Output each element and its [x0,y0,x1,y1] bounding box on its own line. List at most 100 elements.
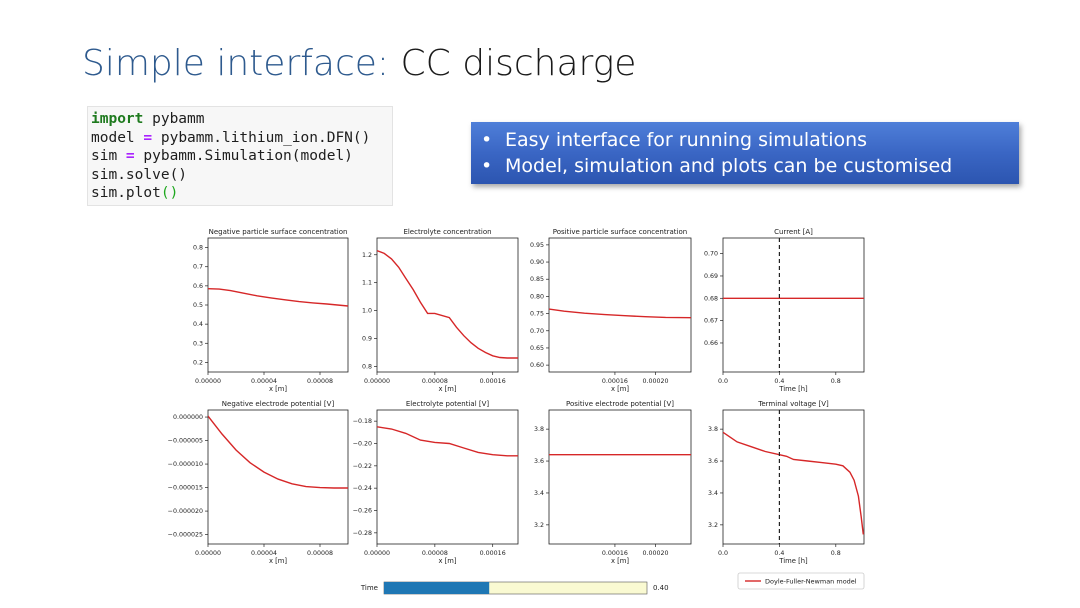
x-axis-label: x [m] [438,385,456,393]
x-tick-label: 0.00016 [602,550,628,557]
code-line-3: sim = pybamm.Simulation(model) [91,148,353,165]
chart-panel-6: Electrolyte potential [V] −0.18 −0.20 −0.22… [353,400,519,565]
bullet-item: Model, simulation and plots can be custo… [479,153,1019,179]
x-tick-label: 0.00016 [602,378,628,385]
x-tick-label: 0.0 [718,378,728,385]
data-series-line [208,288,348,307]
y-tick-label: 0.000000 [173,414,203,421]
y-tick-label: −0.28 [353,530,372,537]
y-tick-label: −0.000020 [168,508,203,515]
y-tick-label: 0.3 [193,340,203,347]
chart-axes-frame [207,409,349,545]
y-tick-label: 1.2 [362,252,372,259]
x-tick-label: 0.00008 [422,378,448,385]
x-tick-label: 0.00000 [364,378,390,385]
legend-label: Doyle-Fuller-Newman model [765,578,857,586]
slide-title: Simple interface: CC discharge [82,40,636,88]
chart-axes-frame [376,409,519,545]
chart-panel-1: Negative particle surface concentration 0… [193,228,349,393]
chart-axes-frame [376,237,519,373]
y-tick-label: 0.9 [362,336,372,343]
slider-value: 0.40 [653,584,669,592]
x-tick-label: 0.00020 [642,378,668,385]
chart-title: Electrolyte concentration [403,228,491,236]
data-series-line [377,426,518,457]
chart-axes-frame [722,409,865,545]
y-tick-label: 0.85 [530,276,544,283]
x-axis-label: x [m] [438,557,456,565]
x-tick-label: 0.00000 [195,550,221,557]
bullet-item: Easy interface for running simulations [479,127,1019,153]
x-axis-label: x [m] [611,385,629,393]
x-tick-label: 0.0 [718,550,728,557]
title-part-2: CC discharge [400,43,637,84]
y-tick-label: 0.67 [704,318,718,325]
y-tick-label: 0.5 [193,302,203,309]
y-tick-label: −0.000025 [168,532,203,539]
chart-axes-frame [722,237,865,373]
chart-panel-4: Current [A] 0.66 0.67 0.68 0.69 0.70 0.0 0.4 0.8… [704,228,865,393]
y-tick-label: 1.1 [362,280,372,287]
y-tick-label: −0.20 [353,441,372,448]
y-tick-label: 0.60 [530,362,544,369]
y-tick-label: 3.4 [708,490,718,497]
y-tick-label: 0.70 [530,328,544,335]
y-tick-label: 0.2 [193,359,203,366]
y-tick-label: 3.8 [708,426,718,433]
slider-label: Time [360,584,378,592]
y-tick-label: 3.2 [534,522,544,529]
y-tick-label: 0.8 [193,245,203,252]
x-axis-label: x [m] [611,557,629,565]
title-part-1: Simple interface: [82,43,390,84]
y-tick-label: 0.8 [362,363,372,370]
y-tick-label: −0.000015 [168,485,203,492]
x-tick-label: 0.00000 [195,378,221,385]
chart-panel-7: Positive electrode potential [V] 3.2 3.4 3.… [534,400,692,565]
chart-axes-frame [548,409,692,545]
y-tick-label: 0.6 [193,283,203,290]
legend: Doyle-Fuller-Newman model [737,572,865,590]
x-axis-label: x [m] [269,385,287,393]
chart-title: Positive electrode potential [V] [566,400,674,408]
code-line-5: sim.plot() [91,185,179,202]
y-tick-label: −0.000005 [168,438,203,445]
y-tick-label: 0.75 [530,311,544,318]
x-tick-label: 0.00016 [480,550,506,557]
y-tick-label: 1.0 [362,308,372,315]
x-tick-label: 0.4 [774,550,784,557]
data-series-line [377,249,518,359]
y-tick-label: −0.24 [353,485,372,492]
y-tick-label: 3.6 [708,458,718,465]
y-tick-label: 0.80 [530,293,544,300]
y-tick-label: 0.68 [704,295,718,302]
chart-panel-2: Electrolyte concentration 0.8 0.9 1.0 1.1 1.2… [362,228,519,393]
chart-panel-3: Positive particle surface concentration 0… [530,228,692,393]
x-tick-label: 0.00004 [251,378,277,385]
data-series-line [208,415,348,489]
slider-fill[interactable] [384,582,490,594]
data-series-line [549,308,691,319]
y-tick-label: 0.69 [704,273,718,280]
code-block: import pybamm model = pybamm.lithium_ion… [87,106,393,206]
x-tick-label: 0.00000 [364,550,390,557]
time-slider[interactable]: Time 0.40 [360,581,669,595]
legend-frame [737,572,865,590]
chart-title: Positive particle surface concentration [553,228,687,236]
y-tick-label: 0.90 [530,259,544,266]
chart-title: Negative particle surface concentration [209,228,348,236]
y-tick-label: −0.22 [353,463,372,470]
y-tick-label: −0.18 [353,418,372,425]
y-tick-label: −0.000010 [168,461,203,468]
x-tick-label: 0.00016 [480,378,506,385]
chart-title: Current [A] [774,228,813,236]
chart-title: Electrolyte potential [V] [406,400,490,408]
y-tick-label: 0.66 [704,340,718,347]
y-tick-label: 0.7 [193,264,203,271]
chart-panel-8: Terminal voltage [V] 3.2 3.4 3.6 3.8 0.0 0.4 0.… [708,400,865,565]
x-tick-label: 0.00008 [422,550,448,557]
code-line-1: import pybamm [91,111,205,127]
y-tick-label: 3.6 [534,458,544,465]
x-axis-label: Time [h] [778,385,808,393]
x-tick-label: 0.00008 [307,550,333,557]
